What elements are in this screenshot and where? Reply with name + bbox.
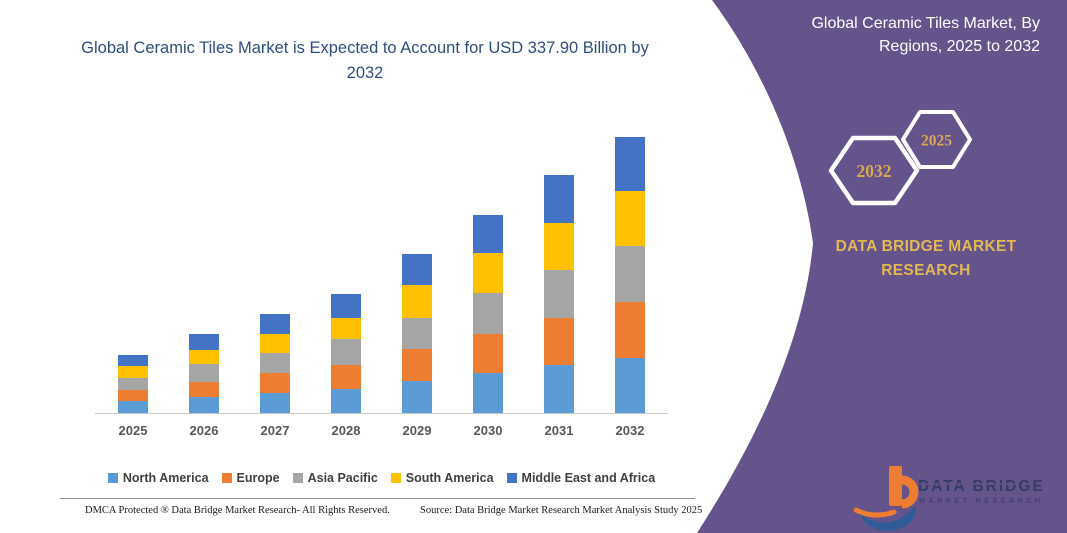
bar-segment [473,214,503,254]
bar-2028 [331,293,361,413]
legend-label: Europe [236,471,280,485]
bar-segment [118,377,148,390]
bar-segment [260,334,290,353]
x-axis-label: 2028 [331,423,361,438]
bar-segment [189,381,219,397]
x-axis-label: 2029 [402,423,432,438]
chart-title: Global Ceramic Tiles Market is Expected … [81,39,649,82]
bar-2032 [615,136,645,413]
bar-segment [118,389,148,402]
footer-dmca-text: DMCA Protected ® Data Bridge Market Rese… [85,505,390,516]
legend-label: South America [405,471,494,485]
hexagon-2032-label: 2032 [857,161,892,181]
legend-swatch [390,473,401,483]
x-axis-label: 2032 [615,423,645,438]
bar-2027 [260,314,290,413]
legend: North America Europe Asia Pacific South Ame… [95,471,668,485]
bar-segment [331,339,361,365]
logo-d-swoosh-icon [860,505,917,531]
legend-swatch [292,473,303,483]
legend-label: Asia Pacific [307,471,378,485]
x-axis-label: 2030 [473,423,503,438]
bar-segment [402,317,432,350]
footer-divider [60,498,695,499]
footer-source-text: Source: Data Bridge Market Research Mark… [420,505,703,516]
bar-segment [473,334,503,374]
legend-item: North America [107,471,209,485]
bar-segment [615,357,645,413]
hexagon-2032 [828,135,920,206]
logo-b-stem-icon [889,466,902,506]
plot-area [95,120,668,414]
bar-segment [402,381,432,413]
side-panel-background [697,0,1067,533]
legend-swatch [107,473,118,483]
legend-item: South America [390,471,494,485]
bar-segment [118,366,148,378]
bar-segment [615,191,645,246]
logo-subtitle: MARKET RESEARCH [919,496,1043,505]
legend-label: Middle East and Africa [521,471,656,485]
legend-swatch [506,473,517,483]
hexagon-2025-label: 2025 [921,133,952,150]
x-axis-labels: 2025 2026 2027 2028 2029 2030 2031 2032 [95,423,668,441]
bar-segment [118,401,148,413]
bar-2025 [118,354,148,413]
bar-segment [189,334,219,350]
x-axis-label: 2031 [544,423,574,438]
bar-segment [189,396,219,413]
bar-segment [260,352,290,374]
x-axis-label: 2025 [118,423,148,438]
bar-segment [402,349,432,382]
bar-2026 [189,334,219,413]
side-panel-title: Global Ceramic Tiles Market, By Regions,… [811,15,1040,56]
logo-orange-tail-icon [853,507,897,518]
bar-2030 [473,214,503,413]
bar-segment [189,349,219,364]
bar-segment [544,364,574,413]
legend-item: Europe [221,471,280,485]
bar-segment [331,388,361,413]
dbmr-logo: DATA BRIDGE MARKET RESEARCH [853,466,1045,531]
bar-segment [473,253,503,293]
bar-segment [260,373,290,394]
bar-segment [331,364,361,389]
bar-segment [615,136,645,192]
bar-segment [544,223,574,270]
legend-item: Middle East and Africa [506,471,656,485]
legend-item: Asia Pacific [292,471,378,485]
x-axis-label: 2026 [189,423,219,438]
bar-2029 [402,254,432,413]
bar-segment [260,393,290,413]
legend-swatch [221,473,232,483]
bar-segment [615,301,645,358]
bar-segment [118,354,148,367]
bar-segment [544,318,574,365]
bar-segment [544,269,574,319]
bar-segment [331,318,361,340]
bar-segment [402,285,432,318]
bar-segment [615,245,645,302]
bar-segment [473,292,503,335]
bar-segment [473,373,503,413]
bar-2031 [544,175,574,413]
hexagon-2025 [901,110,972,169]
bar-segment [260,314,290,335]
legend-label: North America [122,471,209,485]
logo-title: DATA BRIDGE [918,478,1045,495]
bar-segment [544,175,574,224]
brand-text: DATA BRIDGE MARKET RESEARCH [835,238,1017,280]
x-axis-label: 2027 [260,423,290,438]
bar-segment [402,254,432,286]
bar-segment [331,293,361,319]
logo-b-bowl-icon [901,475,919,509]
bar-segment [189,363,219,382]
